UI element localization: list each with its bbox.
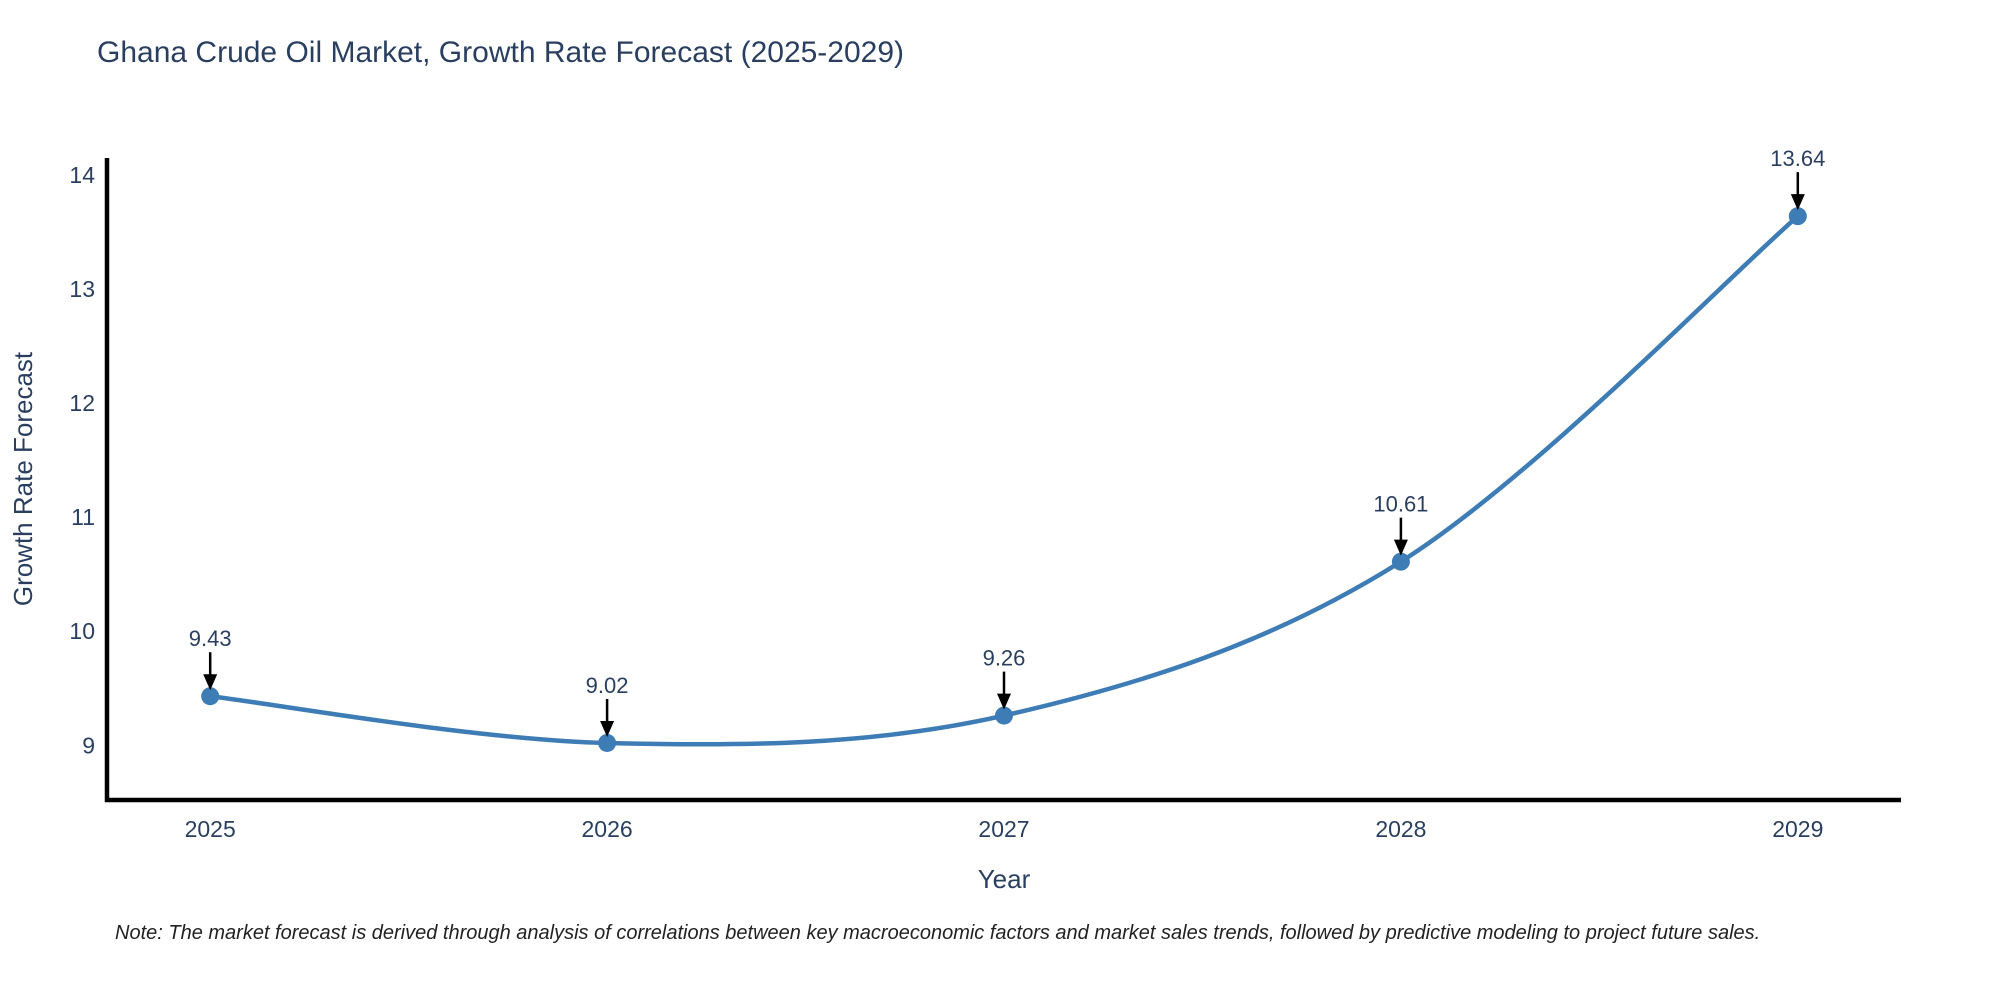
- annotation-arrowhead-2029: [1790, 194, 1805, 211]
- x-tick-label: 2028: [1375, 816, 1426, 842]
- footnote: Note: The market forecast is derived thr…: [115, 922, 1761, 944]
- chart-title: Ghana Crude Oil Market, Growth Rate Fore…: [97, 36, 905, 69]
- x-tick-label: 2026: [582, 816, 633, 842]
- y-tick-label: 12: [69, 390, 95, 416]
- annotation-label-2025: 9.43: [189, 626, 232, 651]
- y-tick-label: 9: [82, 732, 95, 758]
- data-point-marker-2026: [598, 733, 617, 752]
- x-tick-label: 2027: [978, 816, 1029, 842]
- annotation-arrowhead-2028: [1393, 539, 1408, 556]
- x-axis-title: Year: [977, 864, 1031, 894]
- series-line: [207, 213, 1801, 747]
- x-tick-label: 2025: [185, 816, 236, 842]
- annotation-label-2028: 10.61: [1373, 492, 1428, 517]
- y-axis-title: Growth Rate Forecast: [8, 351, 38, 607]
- y-tick-label: 10: [69, 618, 95, 644]
- y-tick-label: 13: [69, 276, 95, 302]
- y-tick-label: 14: [69, 162, 95, 188]
- y-tick-label: 11: [71, 504, 95, 530]
- data-point-marker-2025: [201, 687, 220, 706]
- annotation-label-2027: 9.26: [983, 646, 1026, 671]
- data-point-marker-2029: [1788, 207, 1807, 226]
- annotation-label-2029: 13.64: [1770, 146, 1825, 171]
- annotation-arrowhead-2026: [600, 720, 615, 737]
- annotation-arrowhead-2027: [997, 693, 1011, 710]
- annotation-label-2026: 9.02: [586, 673, 629, 698]
- annotation-arrowhead-2025: [203, 674, 218, 691]
- data-point-marker-2028: [1391, 552, 1410, 571]
- x-tick-label: 2029: [1772, 816, 1823, 842]
- data-point-marker-2027: [995, 706, 1013, 725]
